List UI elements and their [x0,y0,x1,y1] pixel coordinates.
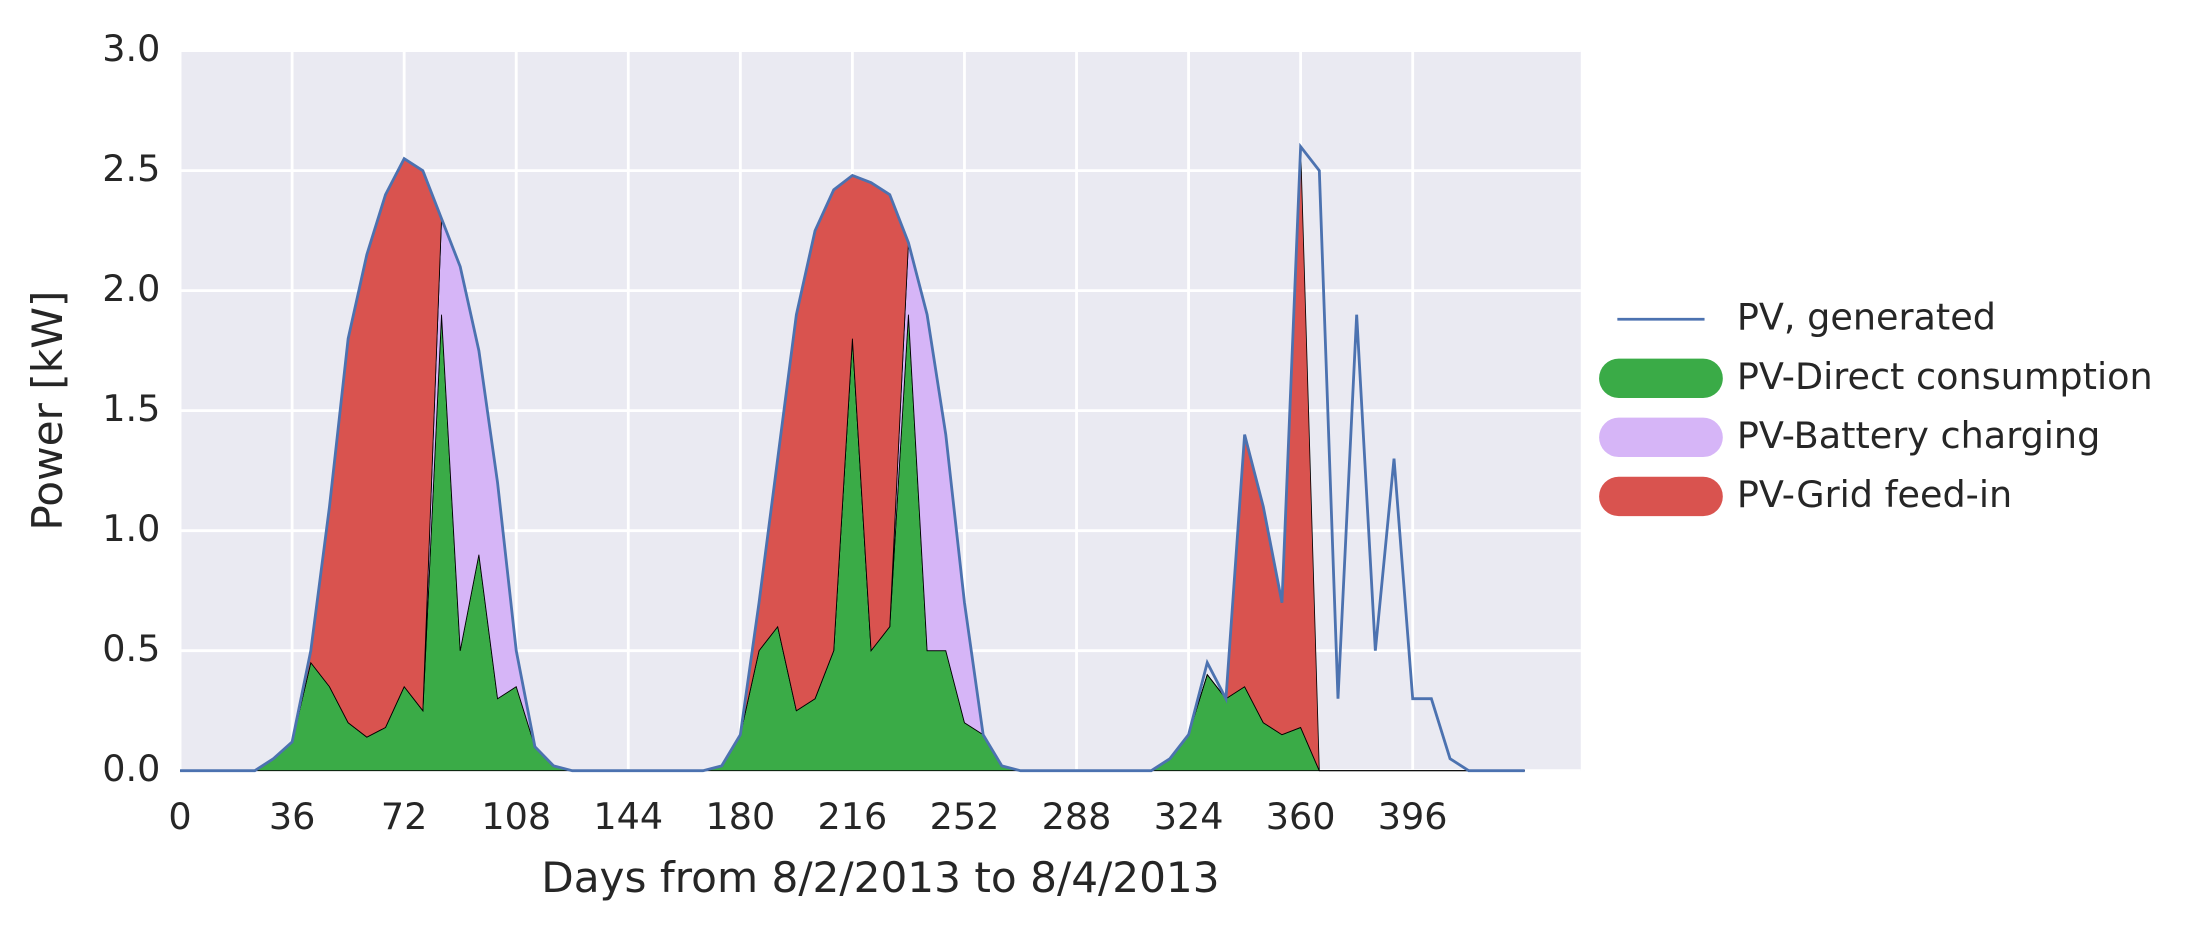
legend-label: PV-Direct consumption [1737,355,2153,398]
y-tick-label: 1.0 [102,507,160,550]
x-tick-label: 216 [818,795,888,838]
y-tick-label: 2.5 [102,147,160,190]
legend-patch [1599,476,1723,517]
y-tick-label: 0.0 [102,747,160,790]
x-tick-label: 72 [381,795,428,838]
legend-patch [1599,358,1723,398]
legend-label: PV-Grid feed-in [1737,473,2012,516]
y-tick-label: 0.5 [102,627,160,670]
y-tick-label: 3.0 [102,27,160,70]
legend-label: PV, generated [1737,296,1996,339]
legend-patch [1599,417,1723,458]
x-tick-label: 396 [1378,795,1448,838]
line [180,142,1525,773]
x-tick-label: 180 [705,795,775,838]
x-tick-label: 360 [1266,795,1336,838]
x-tick-label: 108 [481,795,551,838]
x-tick-label: 36 [269,795,316,838]
x-tick-label: 0 [168,795,191,838]
y-tick-label: 2.0 [102,267,160,310]
legend-label: PV-Battery charging [1737,414,2100,457]
x-axis-label: Days from 8/2/2013 to 8/4/2013 [541,853,1219,902]
x-tick-label: 324 [1154,795,1224,838]
y-axis-label: Power [kW] [23,291,72,531]
x-tick-label: 252 [930,795,1000,838]
x-tick-label: 288 [1042,795,1112,838]
x-tick-label: 144 [593,795,663,838]
y-tick-label: 1.5 [102,387,160,430]
